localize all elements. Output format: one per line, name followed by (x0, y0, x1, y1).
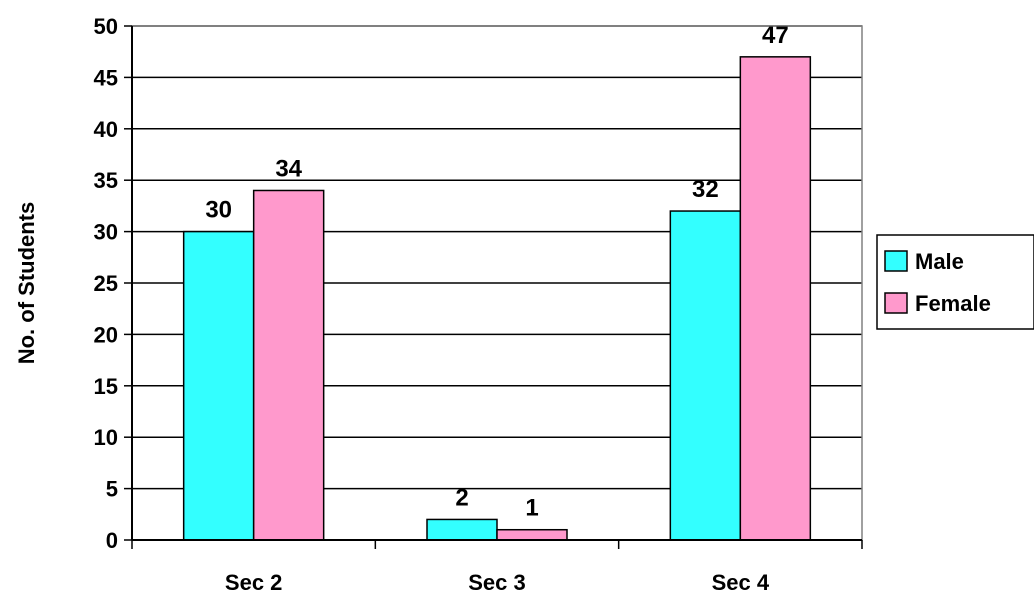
data-label: 1 (525, 495, 538, 522)
legend-label-male: Male (915, 249, 964, 274)
y-tick-label: 45 (94, 65, 118, 90)
bar-male-sec-4 (669, 210, 742, 541)
x-tick-label: Sec 2 (225, 570, 283, 595)
data-label: 32 (692, 176, 719, 203)
legend-swatch-female (884, 292, 908, 314)
bar-female-sec-2 (252, 189, 325, 541)
legend-label-female: Female (915, 291, 991, 316)
legend: Male Female (876, 234, 1034, 330)
y-tick-label: 20 (94, 322, 118, 347)
y-tick-label: 5 (106, 477, 118, 502)
y-tick-label: 40 (94, 117, 118, 142)
data-label: 47 (762, 22, 789, 49)
bar-female-sec-4 (739, 56, 812, 541)
data-labels: 30 34 2 1 32 47 (205, 22, 788, 522)
y-tick-label: 0 (106, 528, 118, 553)
y-tick-label: 25 (94, 271, 118, 296)
data-label: 30 (205, 197, 232, 224)
legend-swatch-male (884, 250, 908, 272)
x-tick-label: Sec 4 (712, 570, 770, 595)
y-axis-ticks: 0 5 10 15 20 25 30 35 40 45 50 (94, 14, 132, 553)
x-tick-label: Sec 3 (468, 570, 526, 595)
y-tick-label: 50 (94, 14, 118, 39)
data-label: 34 (275, 155, 302, 182)
x-axis-ticks: Sec 2 Sec 3 Sec 4 (131, 540, 863, 595)
y-tick-label: 35 (94, 168, 118, 193)
y-tick-label: 30 (94, 220, 118, 245)
y-axis-label: No. of Students (14, 202, 39, 365)
y-tick-label: 10 (94, 425, 118, 450)
bar-male-sec-3 (426, 518, 498, 541)
bars (182, 56, 812, 541)
data-label: 2 (455, 484, 468, 511)
y-tick-label: 15 (94, 374, 118, 399)
bar-female-sec-3 (496, 528, 568, 541)
bar-male-sec-2 (182, 230, 255, 541)
